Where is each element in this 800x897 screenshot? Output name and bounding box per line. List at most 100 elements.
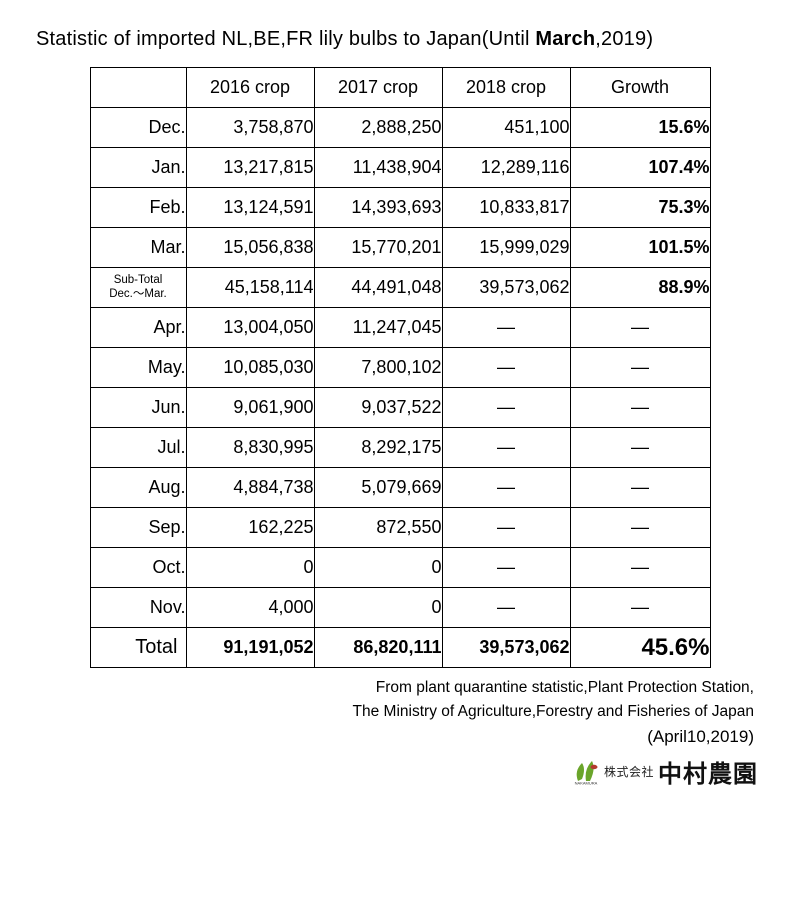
cell-c2017: 0	[314, 588, 442, 628]
table-row: Apr.13,004,05011,247,045――	[90, 308, 710, 348]
cell-c2016: 10,085,030	[186, 348, 314, 388]
cell-c2018: ―	[442, 388, 570, 428]
table-row: Jan.13,217,81511,438,90412,289,116107.4%	[90, 148, 710, 188]
table-body: Dec.3,758,8702,888,250451,10015.6%Jan.13…	[90, 108, 710, 668]
subtotal-line2: Dec.～Mar.	[109, 288, 167, 300]
title-bold: March	[535, 28, 595, 50]
table-row: Dec.3,758,8702,888,250451,10015.6%	[90, 108, 710, 148]
cell-c2017: 872,550	[314, 508, 442, 548]
table-row: May.10,085,0307,800,102――	[90, 348, 710, 388]
logo-small-text: 株式会社	[604, 763, 654, 780]
cell-c2018: ―	[442, 588, 570, 628]
cell-c2018: 10,833,817	[442, 188, 570, 228]
col-header-2018: 2018 crop	[442, 68, 570, 108]
row-label-month: Oct.	[90, 548, 186, 588]
cell-c2017: 2,888,250	[314, 108, 442, 148]
table-row: Aug.4,884,7385,079,669――	[90, 468, 710, 508]
cell-growth: ―	[570, 468, 710, 508]
company-logo: NAKAMURA 株式会社 中村農園	[572, 754, 758, 789]
row-label-month: Apr.	[90, 308, 186, 348]
cell-growth: ―	[570, 348, 710, 388]
logo-main-text: 中村農園	[658, 754, 758, 789]
table-row: Nov.4,0000――	[90, 588, 710, 628]
col-header-2016: 2016 crop	[186, 68, 314, 108]
table-row: Jul.8,830,9958,292,175――	[90, 428, 710, 468]
row-label-month: Aug.	[90, 468, 186, 508]
row-label-month: May.	[90, 348, 186, 388]
source-date: (April10,2019)	[36, 724, 754, 750]
cell-growth: 88.9%	[570, 268, 710, 308]
row-label-month: Jan.	[90, 148, 186, 188]
cell-c2017: 15,770,201	[314, 228, 442, 268]
cell-c2018: ―	[442, 548, 570, 588]
cell-c2018: ―	[442, 468, 570, 508]
cell-c2016: 8,830,995	[186, 428, 314, 468]
table-row: Sub-TotalDec.～Mar.45,158,11444,491,04839…	[90, 268, 710, 308]
row-label-month: Jun.	[90, 388, 186, 428]
table-row: Oct.00――	[90, 548, 710, 588]
row-label-month: Mar.	[90, 228, 186, 268]
source-line1: From plant quarantine statistic,Plant Pr…	[36, 676, 754, 700]
row-label-month: Dec.	[90, 108, 186, 148]
title-post: ,2019)	[595, 28, 653, 50]
cell-growth: ―	[570, 428, 710, 468]
logo-block: NAKAMURA 株式会社 中村農園	[36, 754, 764, 790]
cell-growth: 75.3%	[570, 188, 710, 228]
cell-c2018: ―	[442, 348, 570, 388]
cell-c2017: 7,800,102	[314, 348, 442, 388]
cell-c2017: 9,037,522	[314, 388, 442, 428]
cell-c2017: 11,247,045	[314, 308, 442, 348]
cell-c2016: 0	[186, 548, 314, 588]
cell-c2018: 12,289,116	[442, 148, 570, 188]
cell-c2018: ―	[442, 508, 570, 548]
leaf-icon: NAKAMURA	[572, 759, 600, 785]
source-line2: The Ministry of Agriculture,Forestry and…	[36, 700, 754, 724]
col-header-blank	[90, 68, 186, 108]
table-header-row: 2016 crop 2017 crop 2018 crop Growth	[90, 68, 710, 108]
cell-growth: ―	[570, 508, 710, 548]
col-header-2017: 2017 crop	[314, 68, 442, 108]
table-row: Feb.13,124,59114,393,69310,833,81775.3%	[90, 188, 710, 228]
table-row: Mar.15,056,83815,770,20115,999,029101.5%	[90, 228, 710, 268]
cell-c2016: 13,124,591	[186, 188, 314, 228]
cell-c2017: 0	[314, 548, 442, 588]
cell-growth: 45.6%	[570, 628, 710, 668]
cell-growth: ―	[570, 588, 710, 628]
page: Statistic of imported NL,BE,FR lily bulb…	[0, 0, 800, 897]
table-row: Total91,191,05286,820,11139,573,06245.6%	[90, 628, 710, 668]
row-label-month: Nov.	[90, 588, 186, 628]
cell-c2018: 39,573,062	[442, 628, 570, 668]
title-pre: Statistic of imported NL,BE,FR lily bulb…	[36, 28, 535, 50]
page-title: Statistic of imported NL,BE,FR lily bulb…	[36, 28, 764, 51]
cell-c2016: 13,217,815	[186, 148, 314, 188]
cell-c2018: ―	[442, 428, 570, 468]
cell-c2017: 11,438,904	[314, 148, 442, 188]
cell-growth: ―	[570, 548, 710, 588]
svg-text:NAKAMURA: NAKAMURA	[575, 780, 598, 785]
cell-c2016: 9,061,900	[186, 388, 314, 428]
cell-c2018: 15,999,029	[442, 228, 570, 268]
row-label-subtotal: Sub-TotalDec.～Mar.	[90, 268, 186, 308]
row-label-month: Feb.	[90, 188, 186, 228]
cell-c2016: 3,758,870	[186, 108, 314, 148]
row-label-total: Total	[90, 628, 186, 668]
row-label-month: Jul.	[90, 428, 186, 468]
cell-growth: 15.6%	[570, 108, 710, 148]
cell-c2017: 14,393,693	[314, 188, 442, 228]
table-row: Jun.9,061,9009,037,522――	[90, 388, 710, 428]
cell-c2016: 4,000	[186, 588, 314, 628]
cell-c2018: 451,100	[442, 108, 570, 148]
source-block: From plant quarantine statistic,Plant Pr…	[36, 676, 764, 750]
cell-c2017: 5,079,669	[314, 468, 442, 508]
cell-c2018: 39,573,062	[442, 268, 570, 308]
cell-c2016: 15,056,838	[186, 228, 314, 268]
cell-growth: ―	[570, 388, 710, 428]
cell-c2016: 4,884,738	[186, 468, 314, 508]
cell-c2016: 162,225	[186, 508, 314, 548]
cell-growth: 107.4%	[570, 148, 710, 188]
cell-c2017: 44,491,048	[314, 268, 442, 308]
cell-c2016: 13,004,050	[186, 308, 314, 348]
cell-c2016: 45,158,114	[186, 268, 314, 308]
table-row: Sep.162,225872,550――	[90, 508, 710, 548]
cell-growth: 101.5%	[570, 228, 710, 268]
